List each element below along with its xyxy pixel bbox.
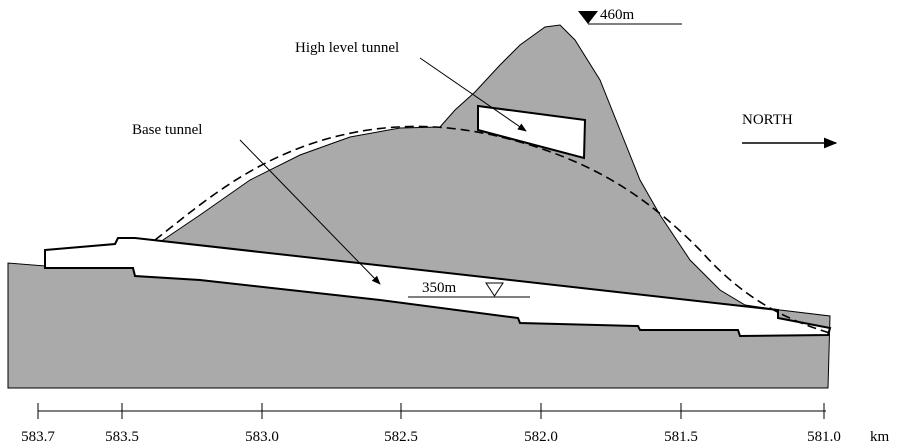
tick-label: 581.0 — [807, 429, 841, 445]
level-label: 350m — [422, 280, 457, 296]
terrain — [7, 24, 831, 389]
level-marker-top: 460m — [578, 7, 682, 25]
tick-label: 583.0 — [245, 429, 279, 445]
tick-label: 582.0 — [524, 429, 558, 445]
base-tunnel-label: Base tunnel — [132, 122, 202, 138]
base-tunnel-shape — [44, 237, 832, 338]
tick-label: 583.5 — [105, 429, 139, 445]
arrow — [239, 139, 381, 285]
axis-unit: km — [870, 429, 890, 445]
km-axis: 583.7 583.5 583.0 582.5 582.0 581.5 581.0 km — [21, 403, 890, 445]
high-tunnel-shape — [477, 104, 587, 160]
dashed-profile — [154, 125, 831, 334]
tick-label: 581.5 — [664, 429, 698, 445]
north-label: NORTH — [742, 112, 793, 128]
tick-label: 582.5 — [384, 429, 418, 445]
level-marker-base: 350m — [408, 280, 530, 298]
level-label: 460m — [600, 7, 635, 23]
high-tunnel-label: High level tunnel — [295, 40, 399, 56]
arrow — [419, 57, 527, 132]
tick-label: 583.7 — [21, 429, 55, 445]
